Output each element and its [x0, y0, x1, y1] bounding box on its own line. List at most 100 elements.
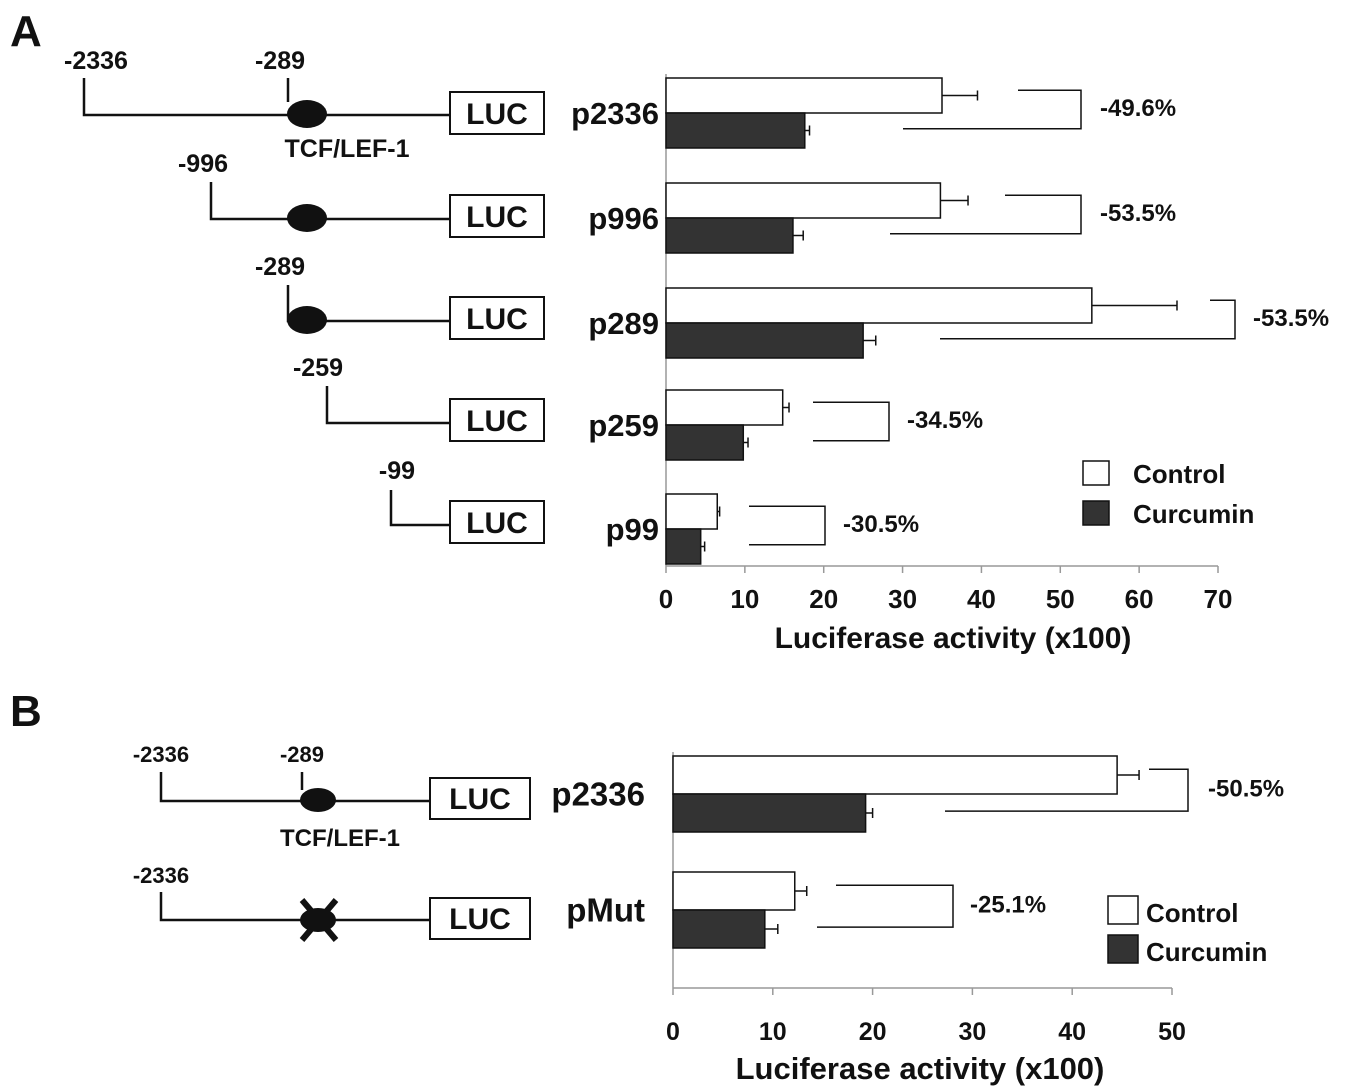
x-tick-label: 60: [1125, 584, 1154, 614]
luc-box: [449, 91, 545, 135]
luc-box: [449, 500, 545, 544]
bar-curcumin: [665, 217, 794, 254]
comparison-bracket: [945, 768, 1189, 812]
position-label-p2336-start: -2336: [64, 47, 128, 75]
x-tick-label: 0: [666, 1018, 680, 1046]
percent-change-label: -30.5%: [843, 511, 919, 538]
construct-p996-line: [209, 182, 450, 221]
legend-swatch-control: [1082, 460, 1110, 486]
panel-b-position-labels: -2336 -289 -2336: [133, 742, 324, 888]
comparison-bracket: [749, 505, 826, 546]
construct-pmut-line: [159, 892, 430, 922]
x-tick-label: 20: [859, 1018, 887, 1046]
category-label: p99: [606, 512, 659, 547]
x-tick-label: 30: [958, 1018, 986, 1046]
bar-curcumin: [672, 909, 766, 949]
bar-control: [672, 755, 1118, 795]
luc-box: [429, 897, 531, 940]
luc-label: LUC: [466, 405, 528, 438]
bar-control: [665, 389, 784, 426]
legend-label-curcumin: Curcumin: [1146, 937, 1267, 967]
luc-box: [429, 777, 531, 820]
comparison-bracket: [890, 194, 1082, 235]
luc-label: LUC: [449, 903, 511, 936]
legend-label-curcumin: Curcumin: [1133, 499, 1254, 529]
category-label: p289: [588, 306, 659, 341]
tcf-lef-label-b: TCF/LEF-1: [280, 825, 400, 852]
legend-label-control: Control: [1146, 898, 1238, 928]
panel-b-luc-boxes: [429, 777, 531, 940]
construct-p2336-b-line: [159, 772, 430, 803]
mutated-site-icon: [299, 898, 339, 942]
x-tick-label: 20: [809, 584, 838, 614]
position-label-b-pmut-start: -2336: [133, 863, 189, 888]
x-mark-icon: [299, 898, 339, 942]
position-label-b-p2336-start: -2336: [133, 742, 189, 767]
legend-swatch-control: [1107, 895, 1139, 925]
comparison-bracket: [940, 299, 1236, 340]
comparison-bracket: [813, 401, 890, 442]
percent-change-label: -25.1%: [970, 891, 1046, 918]
x-tick-label: 50: [1046, 584, 1075, 614]
luc-label: LUC: [466, 201, 528, 234]
comparison-bracket: [903, 89, 1082, 130]
x-axis-title: Luciferase activity (x100): [736, 1051, 1105, 1086]
luc-label: LUC: [449, 783, 511, 816]
bar-control: [665, 493, 719, 530]
luc-label: LUC: [466, 98, 528, 131]
construct-p99-line: [389, 490, 450, 527]
bar-control: [665, 182, 942, 219]
x-axis-title: Luciferase activity (x100): [775, 622, 1132, 655]
bar-curcumin: [665, 322, 864, 359]
chart-b: 0 10 20 30 40 50 Luciferase activity (x100) p23…: [551, 752, 1284, 1086]
percent-change-label: -50.5%: [1208, 775, 1284, 802]
tcf-site-marker: [287, 204, 327, 232]
construct-p259-line: [325, 386, 450, 425]
panel-a-tcf-sites: [287, 100, 327, 334]
x-tick-label: 10: [759, 1018, 787, 1046]
comparison-bracket: [817, 884, 954, 928]
x-tick-label: 40: [967, 584, 996, 614]
position-label-p289-start: -289: [255, 253, 305, 281]
construct-p2336-a-line: [82, 78, 450, 117]
percent-change-label: -53.5%: [1100, 200, 1176, 227]
luc-label: LUC: [466, 303, 528, 336]
category-label: p2336: [571, 96, 659, 131]
bar-curcumin: [665, 424, 745, 461]
luc-box: [449, 296, 545, 340]
category-label: p259: [588, 408, 659, 443]
category-label: pMut: [566, 892, 645, 929]
panel-a-label: A: [10, 7, 42, 56]
percent-change-label: -34.5%: [907, 407, 983, 434]
category-label: p996: [588, 201, 659, 236]
x-tick-label: 10: [730, 584, 759, 614]
luc-box: [449, 398, 545, 442]
position-label-b-p2336-site: -289: [280, 742, 324, 767]
category-label: p2336: [551, 776, 645, 813]
panel-a-luc-boxes: [449, 91, 545, 544]
panel-b-label: B: [10, 687, 42, 736]
x-tick-label: 50: [1158, 1018, 1186, 1046]
tcf-site-marker: [300, 788, 336, 812]
bar-control: [665, 287, 1093, 324]
bar-control: [672, 871, 796, 911]
percent-change-label: -53.5%: [1253, 305, 1329, 332]
position-label-p99-start: -99: [379, 457, 415, 485]
luc-box: [449, 194, 545, 238]
panel-b-luc-labels: LUC LUC: [449, 783, 511, 936]
percent-change-label: -49.6%: [1100, 95, 1176, 122]
bar-curcumin: [665, 528, 702, 565]
luc-label: LUC: [466, 507, 528, 540]
panel-a-constructs: [82, 78, 450, 527]
x-tick-label: 70: [1204, 584, 1233, 614]
tcf-site-marker: [287, 100, 327, 128]
chart-a: 0 10 20 30 40 50 60 70 Luciferase activity (x100…: [571, 74, 1329, 655]
panel-a-luc-labels: LUC LUC LUC LUC LUC: [466, 98, 528, 540]
x-tick-label: 30: [888, 584, 917, 614]
tcf-site-marker: [287, 306, 327, 334]
position-label-p996-start: -996: [178, 150, 228, 178]
x-tick-label: 40: [1058, 1018, 1086, 1046]
position-label-p259-start: -259: [293, 354, 343, 382]
tcf-lef-label-a: TCF/LEF-1: [285, 135, 410, 163]
